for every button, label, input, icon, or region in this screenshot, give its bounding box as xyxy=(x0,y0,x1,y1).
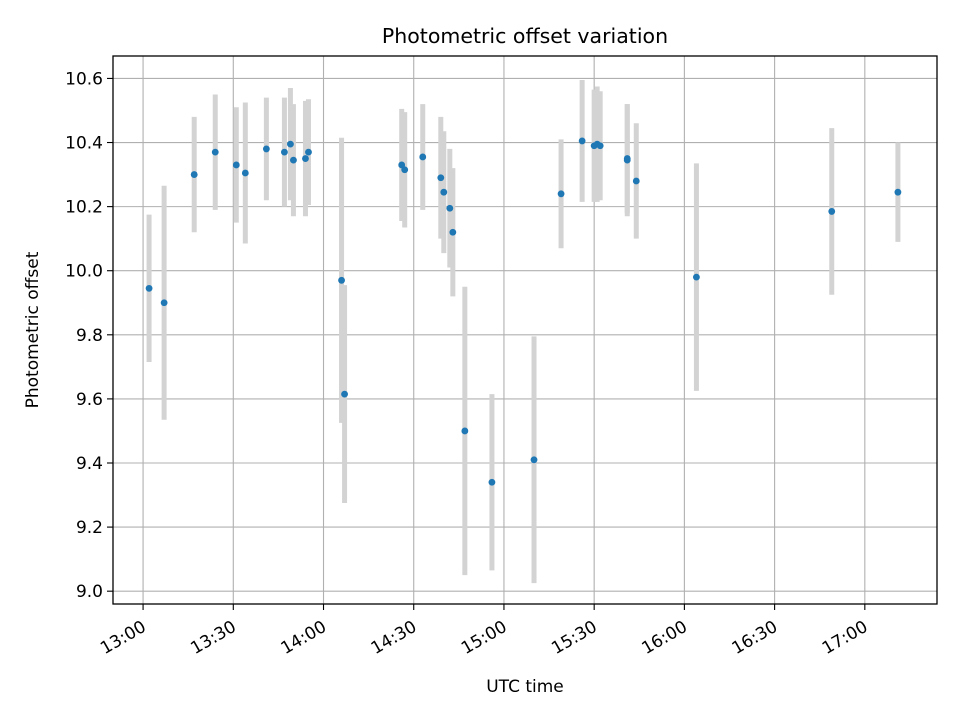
data-markers xyxy=(145,137,902,486)
y-tick-label: 10.6 xyxy=(65,69,103,89)
data-point xyxy=(287,140,294,148)
x-tick-label: 15:00 xyxy=(458,617,510,659)
y-axis-title: Photometric offset xyxy=(23,251,43,408)
x-tick-label: 13:00 xyxy=(97,617,149,659)
y-tick-label: 10.2 xyxy=(65,198,103,218)
data-point xyxy=(160,299,168,307)
data-point xyxy=(281,148,288,156)
data-point xyxy=(401,166,409,174)
x-tick-label: 13:30 xyxy=(187,617,239,659)
data-point xyxy=(145,284,153,292)
x-tick-label: 14:30 xyxy=(368,617,420,659)
data-point xyxy=(338,276,345,284)
data-point xyxy=(596,142,604,150)
y-tick-label: 9.4 xyxy=(76,454,103,474)
x-axis-title: UTC time xyxy=(486,677,564,697)
y-axis: 9.0 9.2 9.4 9.6 9.8 10.0 10.2 10.4 10.6 xyxy=(65,69,113,602)
data-point xyxy=(828,208,836,215)
y-tick-label: 9.0 xyxy=(76,582,103,602)
data-point xyxy=(262,145,270,153)
y-tick-label: 9.8 xyxy=(76,326,103,346)
data-point xyxy=(449,228,457,236)
data-point xyxy=(693,273,700,281)
plot-frame xyxy=(112,55,938,605)
data-point xyxy=(632,177,640,185)
data-point xyxy=(302,155,309,162)
data-point xyxy=(461,427,469,435)
data-point xyxy=(623,155,631,162)
data-point xyxy=(488,478,496,486)
data-point xyxy=(446,204,454,212)
data-point xyxy=(437,174,445,182)
x-tick-label: 14:00 xyxy=(278,617,330,659)
data-point xyxy=(190,171,198,178)
x-axis: 13:00 13:30 14:00 14:30 15:00 15:30 16:00 16:30… xyxy=(97,604,871,659)
data-point xyxy=(894,188,902,196)
x-tick-label: 15:30 xyxy=(548,617,600,659)
data-point xyxy=(440,188,448,196)
data-point xyxy=(530,456,538,464)
chart-title: Photometric offset variation xyxy=(382,24,668,48)
x-tick-label: 17:00 xyxy=(819,617,871,659)
data-point xyxy=(578,137,586,145)
data-point xyxy=(232,161,240,169)
error-bars xyxy=(146,80,901,584)
x-tick-label: 16:00 xyxy=(638,617,690,659)
y-tick-label: 10.0 xyxy=(65,262,103,282)
data-point xyxy=(241,169,249,177)
y-tick-label: 9.6 xyxy=(76,390,103,410)
data-point xyxy=(211,148,219,156)
data-point xyxy=(305,148,312,156)
y-tick-label: 10.4 xyxy=(65,134,103,154)
data-point xyxy=(419,153,427,161)
data-point xyxy=(290,156,297,164)
data-point xyxy=(557,190,565,198)
y-tick-label: 9.2 xyxy=(76,518,103,538)
data-point xyxy=(341,390,348,398)
x-tick-label: 16:30 xyxy=(729,617,781,659)
